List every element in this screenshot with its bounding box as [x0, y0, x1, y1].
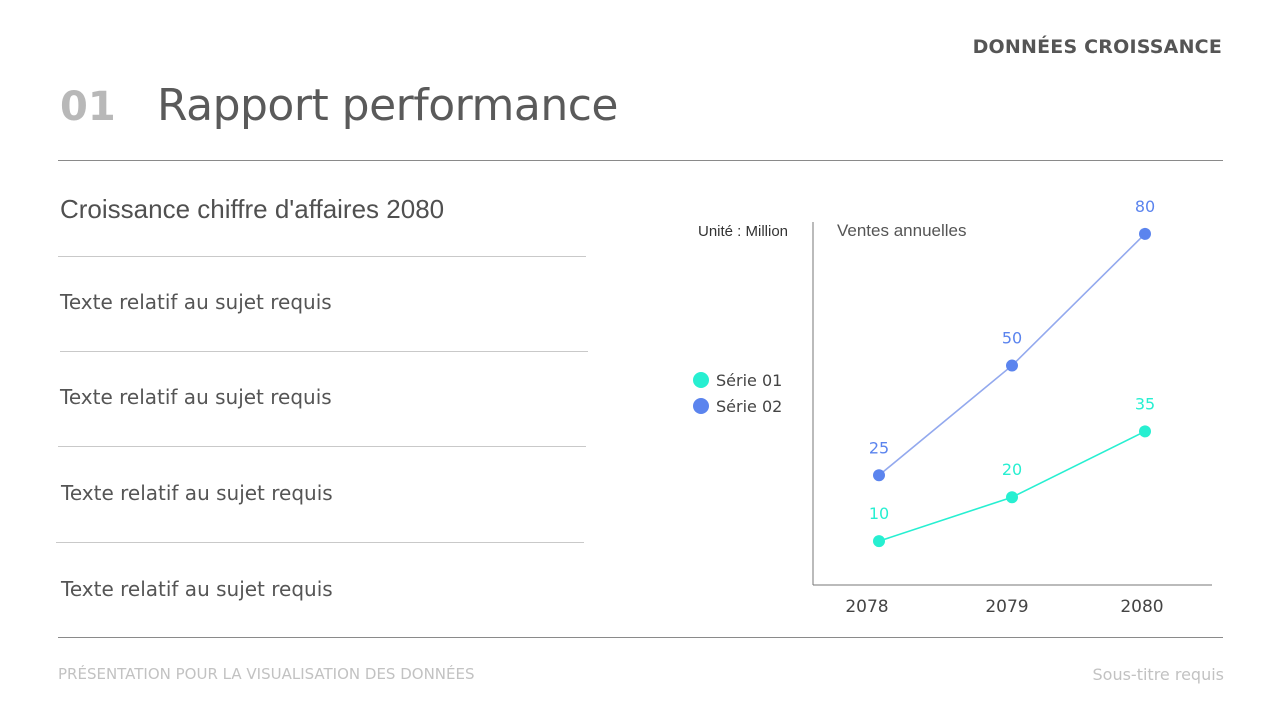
list-item: Texte relatif au sujet requis	[61, 577, 333, 601]
footer-divider	[58, 637, 1223, 638]
data-label: 25	[869, 438, 889, 457]
item-divider	[58, 446, 586, 447]
item-divider	[58, 256, 586, 257]
data-point	[873, 535, 885, 548]
data-label: 20	[1002, 460, 1022, 479]
data-point	[1139, 227, 1151, 240]
data-point	[873, 469, 885, 482]
data-label: 10	[869, 504, 889, 523]
chart-unit-label: Unité : Million	[698, 223, 789, 240]
chart-legend: Série 01 Série 02	[693, 367, 782, 419]
x-tick-label: 2078	[845, 597, 888, 617]
item-divider	[60, 351, 588, 352]
legend-item-series-02: Série 02	[693, 393, 782, 419]
chart-title: Ventes annuelles	[837, 221, 967, 240]
x-tick-label: 2080	[1120, 597, 1163, 617]
section-label: DONNÉES CROISSANCE	[972, 36, 1222, 58]
series-line-2	[878, 233, 1146, 476]
list-item: Texte relatif au sujet requis	[60, 385, 332, 409]
section-heading: Croissance chiffre d'affaires 2080	[60, 194, 445, 224]
list-item: Texte relatif au sujet requis	[61, 481, 333, 505]
header-divider	[58, 160, 1223, 161]
legend-label: Série 01	[716, 370, 783, 390]
data-point	[1006, 491, 1018, 504]
data-label: 35	[1135, 394, 1155, 413]
legend-swatch-series-02	[693, 398, 709, 414]
footer-presentation-label: PRÉSENTATION POUR LA VISUALISATION DES D…	[58, 665, 475, 683]
item-divider	[56, 542, 584, 543]
page-title: Rapport performance	[157, 80, 618, 131]
data-point	[1006, 359, 1018, 372]
data-point	[1139, 425, 1151, 438]
data-label: 80	[1135, 197, 1155, 216]
slide-number: 01	[60, 84, 116, 130]
list-item: Texte relatif au sujet requis	[60, 290, 332, 314]
legend-swatch-series-01	[693, 372, 709, 388]
footer-subtitle: Sous-titre requis	[1092, 665, 1225, 684]
data-label: 50	[1002, 329, 1022, 348]
x-tick-label: 2079	[985, 597, 1028, 617]
series-line-1	[878, 430, 1146, 542]
legend-label: Série 02	[716, 396, 783, 416]
legend-item-series-01: Série 01	[693, 367, 782, 393]
